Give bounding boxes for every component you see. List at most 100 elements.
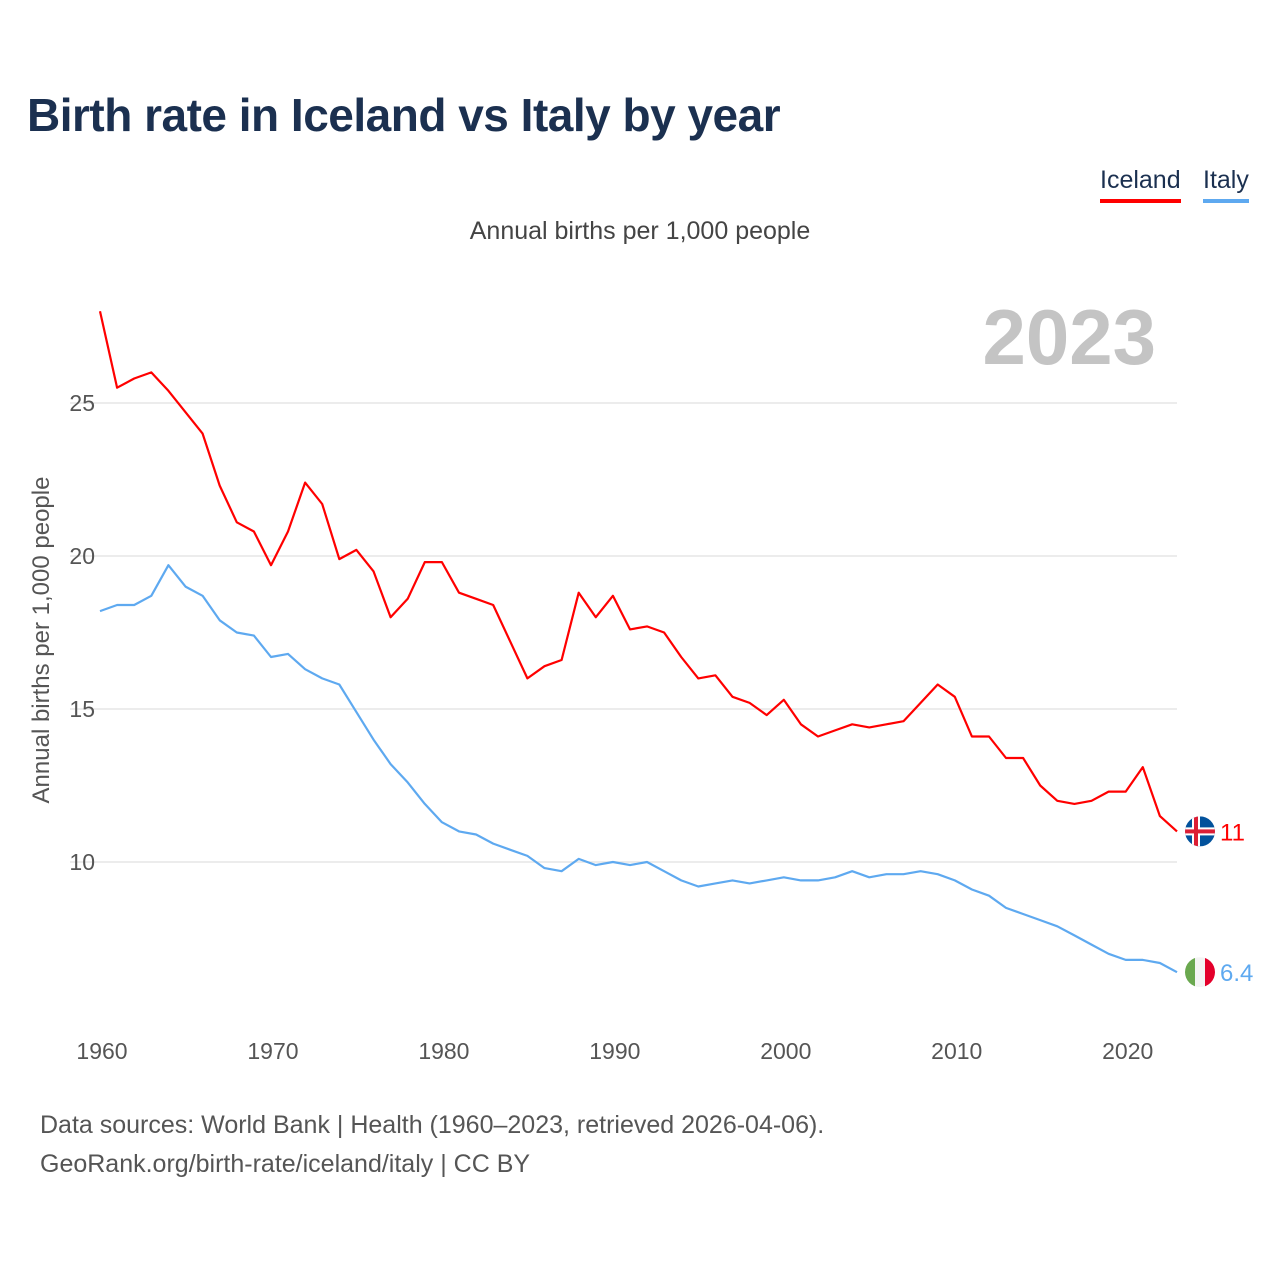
- data-point: [1071, 801, 1077, 807]
- data-point: [1157, 960, 1163, 966]
- data-point: [456, 828, 462, 834]
- y-tick-label: 15: [69, 696, 95, 722]
- data-point: [866, 874, 872, 880]
- legend-iceland[interactable]: Iceland: [1100, 166, 1181, 203]
- data-point: [1037, 917, 1043, 923]
- flag-stripe: [1205, 957, 1215, 988]
- data-point: [644, 859, 650, 865]
- data-point: [900, 871, 906, 877]
- data-point: [336, 556, 342, 562]
- data-point: [730, 877, 736, 883]
- data-point: [695, 883, 701, 889]
- data-point: [405, 596, 411, 602]
- data-point: [1174, 828, 1180, 834]
- data-point: [935, 682, 941, 688]
- data-point: [678, 654, 684, 660]
- x-tick-label: 1960: [76, 1038, 127, 1064]
- data-point: [507, 639, 513, 645]
- flag-body: [1185, 957, 1215, 988]
- data-point: [439, 819, 445, 825]
- source-line-2[interactable]: GeoRank.org/birth-rate/iceland/italy | C…: [40, 1150, 531, 1178]
- data-point: [695, 675, 701, 681]
- data-point: [319, 501, 325, 507]
- data-point: [285, 529, 291, 535]
- data-point: [952, 694, 958, 700]
- data-point: [473, 831, 479, 837]
- data-point: [798, 721, 804, 727]
- data-point: [131, 602, 137, 608]
- flag-stripe: [1185, 957, 1195, 988]
- data-point: [200, 593, 206, 599]
- data-point: [781, 697, 787, 703]
- flag-cross: [1185, 829, 1215, 834]
- source-line-1: Data sources: World Bank | Health (1960–…: [40, 1111, 825, 1139]
- data-point: [1054, 923, 1060, 929]
- data-point: [353, 547, 359, 553]
- data-point: [559, 657, 565, 663]
- data-point: [593, 614, 599, 620]
- data-point: [1003, 905, 1009, 911]
- flag-cross: [1194, 816, 1198, 847]
- flag-body: [1185, 816, 1215, 847]
- data-point: [1054, 798, 1060, 804]
- data-point: [1003, 755, 1009, 761]
- data-point: [251, 633, 257, 639]
- data-point: [1020, 755, 1026, 761]
- data-point: [712, 880, 718, 886]
- data-point: [593, 862, 599, 868]
- data-point: [319, 675, 325, 681]
- data-point: [918, 700, 924, 706]
- data-point: [148, 369, 154, 375]
- data-point: [576, 856, 582, 862]
- data-point: [610, 859, 616, 865]
- data-point: [439, 559, 445, 565]
- data-point: [952, 877, 958, 883]
- data-point: [388, 614, 394, 620]
- data-point: [114, 602, 120, 608]
- data-point: [131, 376, 137, 382]
- data-point: [866, 724, 872, 730]
- data-point: [1123, 957, 1129, 963]
- data-point: [541, 663, 547, 669]
- data-point: [644, 623, 650, 629]
- data-point: [832, 874, 838, 880]
- data-point: [678, 877, 684, 883]
- data-point: [559, 868, 565, 874]
- end-value-label-italy: 6.4: [1220, 960, 1253, 987]
- data-point: [883, 871, 889, 877]
- data-point: [1174, 969, 1180, 975]
- x-tick-label: 2010: [931, 1038, 982, 1064]
- data-point: [781, 874, 787, 880]
- iceland-flag-icon: [1185, 816, 1215, 847]
- data-point: [610, 593, 616, 599]
- data-point: [388, 761, 394, 767]
- data-point: [524, 675, 530, 681]
- data-point: [576, 590, 582, 596]
- data-point: [747, 880, 753, 886]
- data-point: [473, 596, 479, 602]
- data-point: [935, 871, 941, 877]
- data-point: [986, 893, 992, 899]
- source-note: Data sources: World Bank | Health (1960–…: [40, 1106, 824, 1184]
- chart-subtitle: Annual births per 1,000 people: [469, 217, 811, 245]
- data-point: [302, 480, 308, 486]
- data-point: [182, 409, 188, 415]
- data-point: [217, 483, 223, 489]
- y-tick-label: 25: [69, 390, 95, 416]
- data-point: [114, 385, 120, 391]
- data-point: [165, 562, 171, 568]
- data-point: [969, 887, 975, 893]
- x-tick-label: 1980: [418, 1038, 469, 1064]
- data-point: [986, 734, 992, 740]
- data-point: [764, 712, 770, 718]
- x-tick-label: 2000: [760, 1038, 811, 1064]
- data-point: [353, 709, 359, 715]
- data-point: [712, 672, 718, 678]
- data-point: [1089, 798, 1095, 804]
- x-tick-label: 2020: [1102, 1038, 1153, 1064]
- legend-italy[interactable]: Italy: [1203, 166, 1249, 203]
- data-point: [268, 562, 274, 568]
- data-point: [541, 865, 547, 871]
- data-point: [627, 626, 633, 632]
